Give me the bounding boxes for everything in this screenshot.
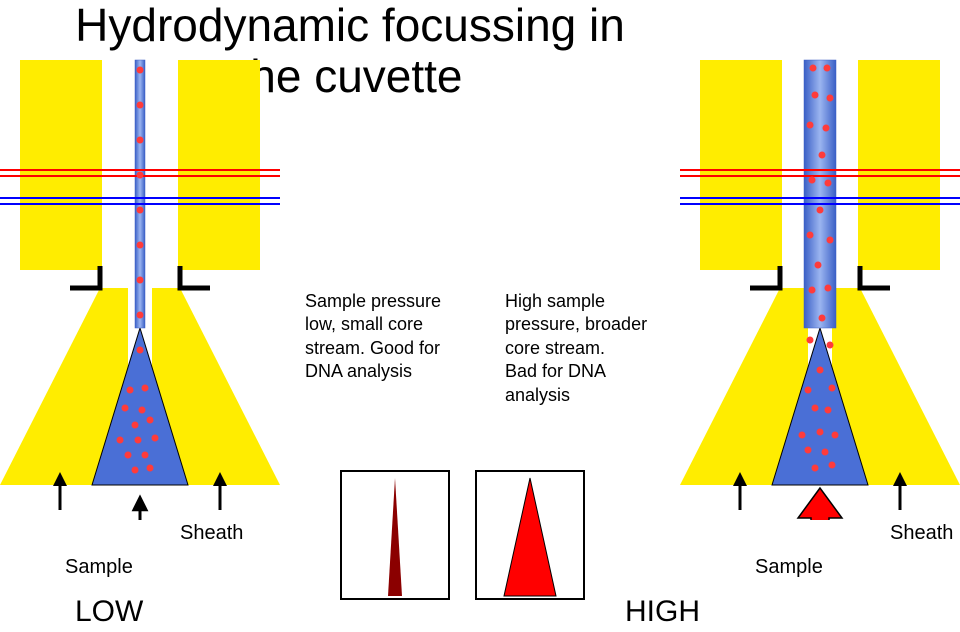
label-sample-right: Sample [755, 556, 823, 579]
left-desc: Sample pressure low, small core stream. … [305, 290, 455, 384]
right-desc: High sample pressure, broader core strea… [505, 290, 655, 407]
peak-broad [475, 470, 585, 600]
peak-narrow [340, 470, 450, 600]
label-sample-left: Sample [65, 556, 133, 579]
cuvette-left [0, 40, 280, 520]
label-low: LOW [75, 595, 143, 629]
label-sheath-right: Sheath [890, 522, 953, 545]
cuvette-right [680, 40, 960, 520]
label-high: HIGH [625, 595, 700, 629]
label-sheath-left: Sheath [180, 522, 243, 545]
